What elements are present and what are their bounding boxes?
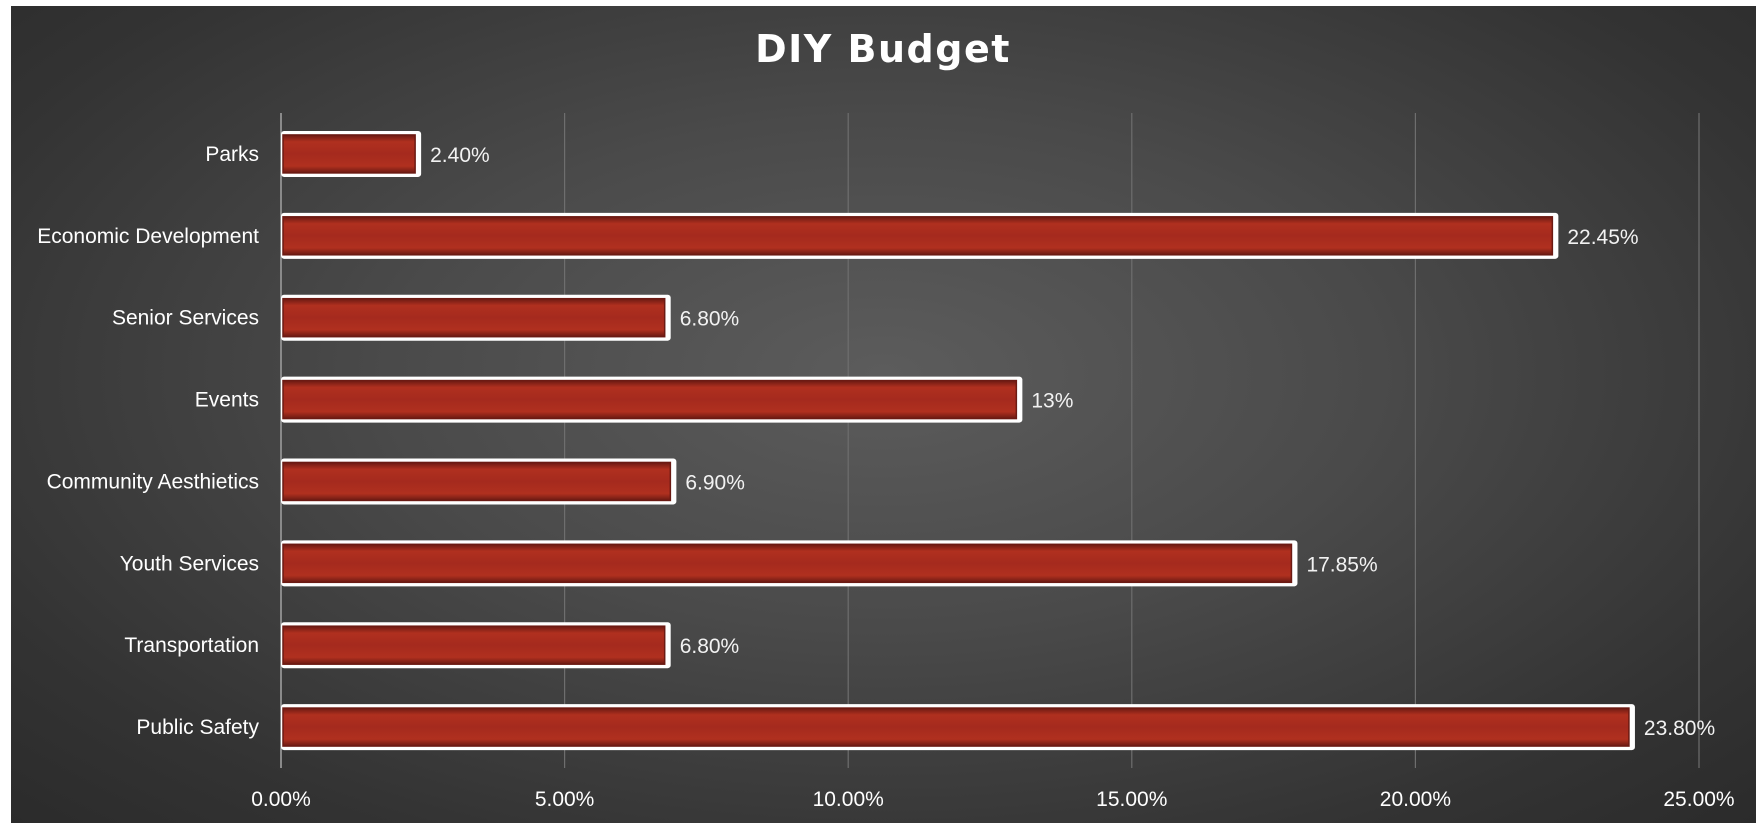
x-tick-label: 10.00% xyxy=(813,788,884,811)
bar xyxy=(282,297,666,338)
x-tick-label: 5.00% xyxy=(535,788,595,811)
chart-title: DIY Budget xyxy=(755,27,1011,71)
value-label: 2.40% xyxy=(430,144,490,167)
labels: 0.00% 5.00% 10.00% 15.00% 20.00% 25.00% Parks 2… xyxy=(37,143,1734,811)
category-label: Senior Services xyxy=(112,307,259,330)
bar xyxy=(282,134,416,174)
value-label: 13% xyxy=(1031,390,1073,413)
bar xyxy=(282,461,672,502)
category-label: Community Aesthietics xyxy=(47,470,259,493)
gridlines xyxy=(280,113,1700,768)
bar-chart: DIY Budget 0.00% 5.00% 10.00% 15.00% 20.00% 2… xyxy=(37,27,1734,811)
bar xyxy=(282,543,1293,584)
bar xyxy=(282,379,1018,420)
value-label: 6.80% xyxy=(680,308,740,331)
value-label: 23.80% xyxy=(1644,717,1715,740)
value-label: 6.80% xyxy=(680,635,740,658)
value-label: 17.85% xyxy=(1306,553,1377,576)
bar xyxy=(282,625,666,665)
category-label: Economic Development xyxy=(37,225,259,248)
category-label: Public Safety xyxy=(136,716,259,739)
value-label: 6.90% xyxy=(685,471,745,494)
x-tick-label: 15.00% xyxy=(1096,788,1167,811)
x-tick-label: 20.00% xyxy=(1380,788,1451,811)
category-label: Youth Services xyxy=(120,552,259,575)
x-tick-label: 0.00% xyxy=(251,788,311,811)
bars xyxy=(281,130,1635,751)
bar xyxy=(282,707,1630,747)
x-tick-label: 25.00% xyxy=(1663,788,1734,811)
chart-panel: DIY Budget 0.00% 5.00% 10.00% 15.00% 20.00% 2… xyxy=(11,6,1756,823)
bar xyxy=(282,216,1554,256)
category-label: Events xyxy=(195,389,259,412)
category-label: Transportation xyxy=(124,634,259,657)
category-label: Parks xyxy=(205,143,259,166)
value-label: 22.45% xyxy=(1567,226,1638,249)
